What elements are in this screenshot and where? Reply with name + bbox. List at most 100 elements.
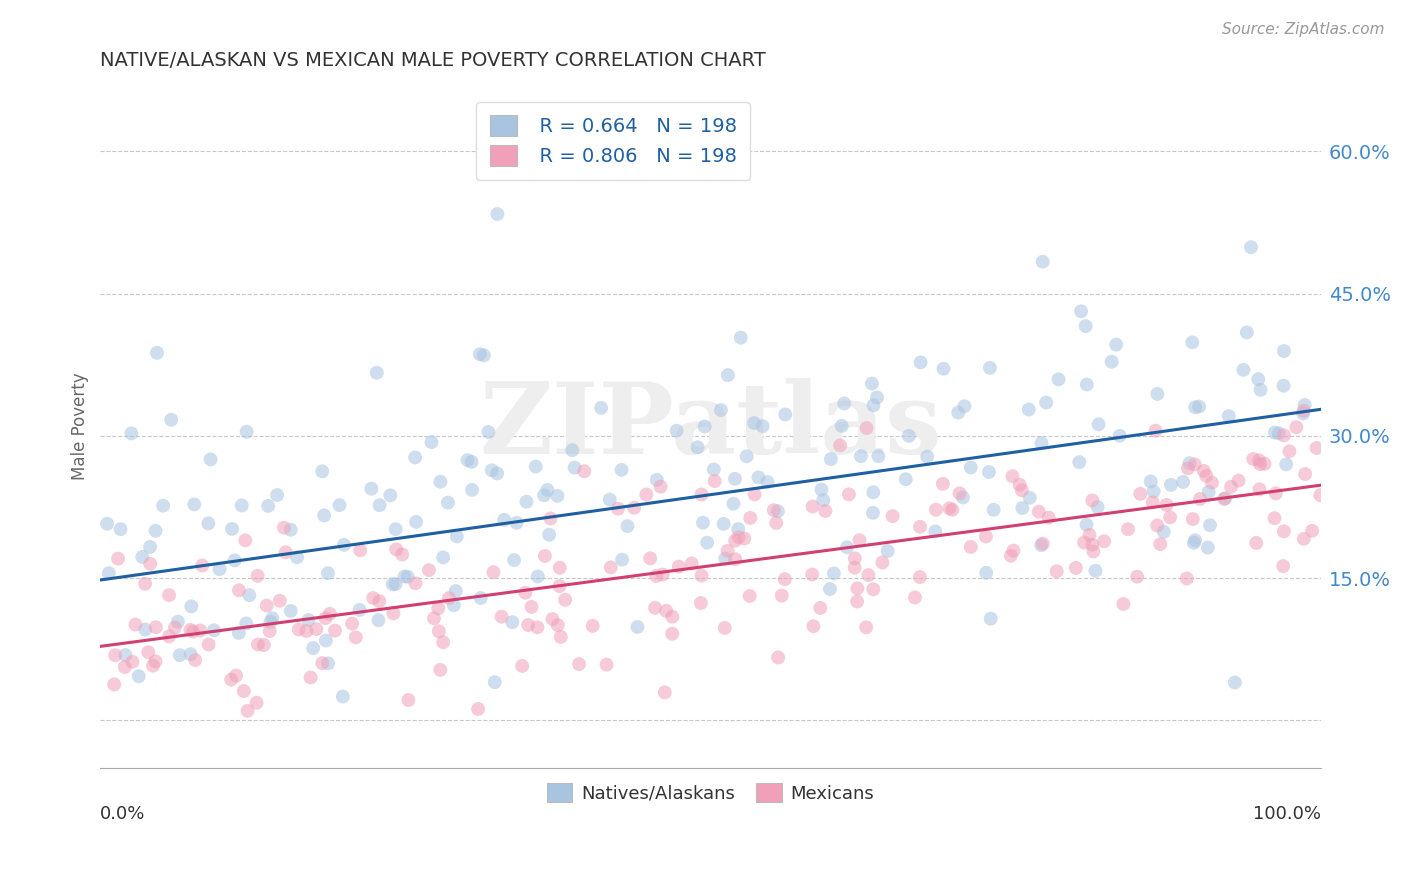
Point xyxy=(814,504,837,518)
Point xyxy=(1001,469,1024,483)
Point xyxy=(197,638,219,652)
Point xyxy=(1292,403,1315,417)
Point xyxy=(394,569,416,583)
Point xyxy=(925,502,948,516)
Point xyxy=(427,624,450,639)
Point xyxy=(134,576,156,591)
Point xyxy=(693,419,716,434)
Point xyxy=(855,620,877,634)
Point xyxy=(366,366,388,380)
Point xyxy=(550,630,572,644)
Point xyxy=(860,376,883,391)
Point xyxy=(184,653,207,667)
Point xyxy=(661,609,683,624)
Point xyxy=(1070,304,1092,318)
Text: 100.0%: 100.0% xyxy=(1253,805,1320,823)
Point xyxy=(872,556,894,570)
Point xyxy=(146,346,169,360)
Point xyxy=(645,473,668,487)
Point xyxy=(515,586,537,600)
Point xyxy=(316,657,339,671)
Point xyxy=(1272,378,1295,392)
Point xyxy=(1064,561,1087,575)
Point xyxy=(503,553,526,567)
Point xyxy=(1177,461,1199,475)
Point xyxy=(280,604,302,618)
Point xyxy=(1146,518,1168,533)
Point xyxy=(120,426,142,441)
Point xyxy=(1249,483,1271,497)
Point xyxy=(1263,511,1285,525)
Point xyxy=(1078,528,1101,542)
Point xyxy=(908,570,931,584)
Point xyxy=(233,533,256,548)
Point xyxy=(472,348,495,362)
Point xyxy=(844,551,866,566)
Point xyxy=(183,498,205,512)
Point xyxy=(862,398,884,412)
Point xyxy=(862,485,884,500)
Point xyxy=(384,522,406,536)
Point xyxy=(1046,564,1069,578)
Point xyxy=(340,616,363,631)
Point xyxy=(1076,377,1098,392)
Point xyxy=(157,588,180,602)
Point xyxy=(838,487,860,501)
Point xyxy=(1171,475,1194,489)
Point xyxy=(1008,478,1031,492)
Point xyxy=(253,638,276,652)
Point xyxy=(219,673,242,687)
Point xyxy=(1108,429,1130,443)
Point xyxy=(427,601,450,615)
Point xyxy=(607,501,630,516)
Point xyxy=(692,516,714,530)
Point xyxy=(681,557,703,571)
Point xyxy=(1032,254,1054,268)
Point xyxy=(297,613,319,627)
Point xyxy=(548,560,571,574)
Point xyxy=(599,560,621,574)
Point xyxy=(844,560,866,574)
Point xyxy=(1000,549,1022,563)
Point xyxy=(703,462,725,476)
Point xyxy=(319,607,342,621)
Point xyxy=(1188,400,1211,414)
Point xyxy=(1002,543,1025,558)
Point xyxy=(1011,501,1033,516)
Point xyxy=(1278,444,1301,458)
Point xyxy=(591,401,613,415)
Text: 0.0%: 0.0% xyxy=(100,805,146,823)
Point xyxy=(437,591,460,606)
Point xyxy=(349,603,371,617)
Point xyxy=(114,648,136,662)
Point xyxy=(582,619,605,633)
Point xyxy=(1272,559,1295,574)
Point xyxy=(932,476,955,491)
Point xyxy=(668,559,690,574)
Point xyxy=(1181,335,1204,350)
Point xyxy=(280,523,302,537)
Point xyxy=(775,408,797,422)
Point xyxy=(1247,372,1270,386)
Point xyxy=(1153,524,1175,539)
Point xyxy=(505,516,527,530)
Point xyxy=(536,483,558,497)
Point xyxy=(915,450,938,464)
Point xyxy=(959,460,981,475)
Point xyxy=(1199,518,1222,533)
Point xyxy=(823,566,845,581)
Point xyxy=(152,499,174,513)
Point xyxy=(1285,420,1308,434)
Y-axis label: Male Poverty: Male Poverty xyxy=(72,373,89,480)
Point xyxy=(332,690,354,704)
Point xyxy=(1241,452,1264,467)
Point xyxy=(188,624,211,638)
Point xyxy=(1156,498,1178,512)
Point xyxy=(305,622,328,636)
Point xyxy=(145,654,167,668)
Point xyxy=(470,591,492,605)
Point xyxy=(1246,536,1268,550)
Point xyxy=(420,435,443,450)
Point xyxy=(862,582,884,597)
Point xyxy=(231,499,253,513)
